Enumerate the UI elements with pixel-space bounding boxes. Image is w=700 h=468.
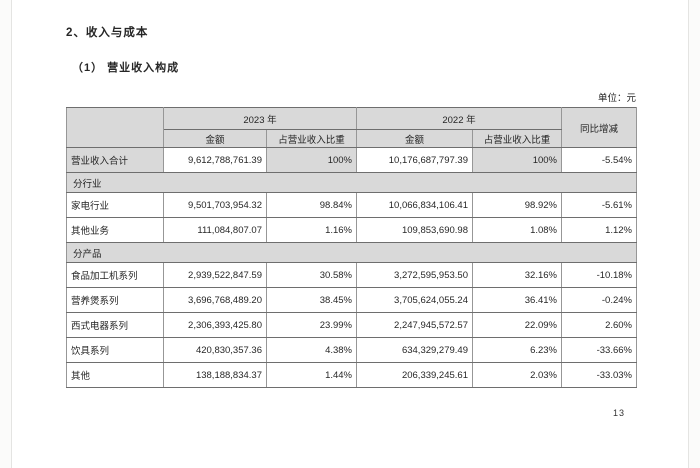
table-row-total: 营业收入合计 9,612,788,761.39 100% 10,176,687,…	[66, 147, 637, 173]
section-label: 分行业	[66, 172, 637, 193]
pct-2022-cell: 22.09%	[472, 312, 562, 338]
row-label: 家电行业	[66, 192, 164, 218]
yoy-cell: 2.60%	[561, 312, 637, 338]
table-row: 西式电器系列 2,306,393,425.80 23.99% 2,247,945…	[66, 312, 637, 338]
row-label: 其他业务	[66, 217, 164, 243]
table-row: 其他业务 111,084,807.07 1.16% 109,853,690.98…	[66, 217, 637, 243]
amount-2023-cell: 9,501,703,954.32	[163, 192, 267, 218]
page-number: 13	[613, 408, 626, 418]
table-row: 营养煲系列 3,696,768,489.20 38.45% 3,705,624,…	[66, 287, 637, 313]
year-2023-header: 2023 年	[163, 107, 357, 130]
pct-2023-cell: 98.84%	[266, 192, 357, 218]
yoy-change-header: 同比增减	[561, 107, 637, 148]
row-label: 饮具系列	[66, 337, 164, 363]
pct-2022-cell: 6.23%	[472, 337, 562, 363]
row-label: 其他	[66, 362, 164, 388]
corner-header-cell	[66, 107, 164, 148]
table-row: 食品加工机系列 2,939,522,847.59 30.58% 3,272,59…	[66, 262, 637, 288]
page-content: 2、收入与成本 （1） 营业收入构成 单位：元 2023 年 2022 年 同比…	[12, 0, 688, 388]
row-label: 西式电器系列	[66, 312, 164, 338]
pct-2023-cell: 4.38%	[266, 337, 357, 363]
section-label: 分产品	[66, 242, 637, 263]
pct-2022-cell: 32.16%	[472, 262, 562, 288]
row-label: 营业收入合计	[66, 147, 164, 173]
amount-2022-cell: 3,272,595,953.50	[356, 262, 473, 288]
table-section-row: 分产品	[66, 242, 637, 263]
table-row: 其他 138,188,834.37 1.44% 206,339,245.61 2…	[66, 362, 637, 388]
yoy-cell: -0.24%	[561, 287, 637, 313]
table-section-row: 分行业	[66, 172, 637, 193]
yoy-cell: 1.12%	[561, 217, 637, 243]
unit-label: 单位：元	[597, 93, 636, 104]
pct-2023-cell: 38.45%	[266, 287, 357, 313]
amount-2023-cell: 138,188,834.37	[163, 362, 267, 388]
pct-2023-cell: 1.44%	[266, 362, 357, 388]
subsection-title: （1） 营业收入构成	[72, 62, 180, 74]
document-page: 2、收入与成本 （1） 营业收入构成 单位：元 2023 年 2022 年 同比…	[11, 0, 689, 468]
pct-2023-cell: 30.58%	[266, 262, 357, 288]
amount-2022-cell: 10,176,687,797.39	[356, 147, 473, 173]
row-label: 营养煲系列	[66, 287, 164, 313]
amount-2023-cell: 2,939,522,847.59	[163, 262, 267, 288]
table-row: 家电行业 9,501,703,954.32 98.84% 10,066,834,…	[66, 192, 637, 218]
amount-2022-cell: 2,247,945,572.57	[356, 312, 473, 338]
amount-2023-header: 金额	[163, 129, 267, 148]
pct-2022-cell: 1.08%	[472, 217, 562, 243]
pct-2022-cell: 36.41%	[472, 287, 562, 313]
yoy-cell: -10.18%	[561, 262, 637, 288]
amount-2022-cell: 109,853,690.98	[356, 217, 473, 243]
yoy-cell: -33.03%	[561, 362, 637, 388]
pct-2022-cell: 98.92%	[472, 192, 562, 218]
amount-2022-cell: 634,329,279.49	[356, 337, 473, 363]
pct-2022-cell: 2.03%	[472, 362, 562, 388]
yoy-cell: -5.54%	[561, 147, 637, 173]
amount-2023-cell: 3,696,768,489.20	[163, 287, 267, 313]
amount-2023-cell: 420,830,357.36	[163, 337, 267, 363]
row-label: 食品加工机系列	[66, 262, 164, 288]
amount-2023-cell: 2,306,393,425.80	[163, 312, 267, 338]
year-2022-header: 2022 年	[356, 107, 562, 130]
amount-2023-cell: 111,084,807.07	[163, 217, 267, 243]
pct-2023-cell: 100%	[266, 147, 357, 173]
amount-2022-header: 金额	[356, 129, 473, 148]
amount-2022-cell: 206,339,245.61	[356, 362, 473, 388]
proportion-2022-header: 占营业收入比重	[472, 129, 562, 148]
pct-2023-cell: 1.16%	[266, 217, 357, 243]
pct-2023-cell: 23.99%	[266, 312, 357, 338]
proportion-2023-header: 占营业收入比重	[266, 129, 357, 148]
table-row: 饮具系列 420,830,357.36 4.38% 634,329,279.49…	[66, 337, 637, 363]
amount-2022-cell: 3,705,624,055.24	[356, 287, 473, 313]
pct-2022-cell: 100%	[472, 147, 562, 173]
amount-2023-cell: 9,612,788,761.39	[163, 147, 267, 173]
amount-2022-cell: 10,066,834,106.41	[356, 192, 473, 218]
yoy-cell: -5.61%	[561, 192, 637, 218]
revenue-composition-table: 2023 年 2022 年 同比增减 金额 占营业收入比重 金额 占营业收入比重…	[66, 107, 637, 388]
yoy-cell: -33.66%	[561, 337, 637, 363]
section-title: 2、收入与成本	[66, 27, 149, 39]
